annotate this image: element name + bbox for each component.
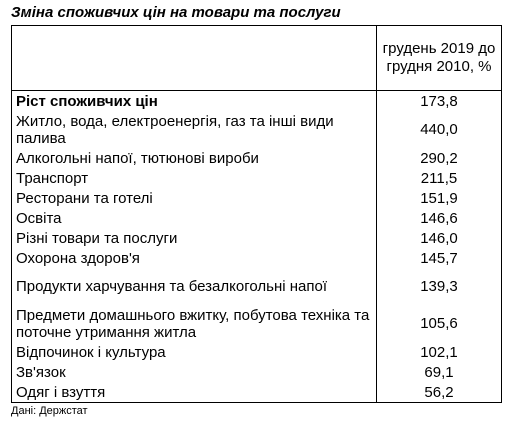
row-value: 69,1	[376, 362, 502, 382]
row-label: Одяг і взуття	[11, 382, 377, 403]
row-label: Продукти харчування та безалкогольні нап…	[11, 268, 377, 305]
table-row: Житло, вода, електроенергія, газ та інші…	[11, 111, 502, 148]
row-label: Транспорт	[11, 168, 377, 188]
row-value: 440,0	[376, 111, 502, 148]
price-change-table: грудень 2019 до грудня 2010, % Ріст спож…	[11, 25, 502, 403]
row-label: Алкогольні напої, тютюнові вироби	[11, 148, 377, 168]
row-value: 102,1	[376, 342, 502, 362]
row-value: 146,0	[376, 228, 502, 248]
row-value: 145,7	[376, 248, 502, 268]
source-note: Дані: Держстат	[11, 405, 88, 417]
row-label: Ріст споживчих цін	[11, 90, 377, 111]
row-label: Зв'язок	[11, 362, 377, 382]
row-value: 211,5	[376, 168, 502, 188]
row-label: Освіта	[11, 208, 377, 228]
table-row: Відпочинок і культура 102,1	[11, 342, 502, 362]
row-value: 139,3	[376, 268, 502, 305]
table-row: Ріст споживчих цін 173,8	[11, 90, 502, 111]
row-value: 105,6	[376, 305, 502, 342]
table-header-row: грудень 2019 до грудня 2010, %	[11, 25, 502, 91]
row-value: 173,8	[376, 90, 502, 111]
header-label	[11, 25, 377, 91]
table-row: Одяг і взуття 56,2	[11, 382, 502, 403]
row-label: Предмети домашнього вжитку, побутова тех…	[11, 305, 377, 342]
row-label: Ресторани та готелі	[11, 188, 377, 208]
table-row: Зв'язок 69,1	[11, 362, 502, 382]
row-label: Різні товари та послуги	[11, 228, 377, 248]
table-row: Охорона здоров'я 145,7	[11, 248, 502, 268]
table-row: Предмети домашнього вжитку, побутова тех…	[11, 305, 502, 342]
row-value: 290,2	[376, 148, 502, 168]
header-value: грудень 2019 до грудня 2010, %	[376, 25, 502, 91]
table-row: Алкогольні напої, тютюнові вироби 290,2	[11, 148, 502, 168]
row-value: 151,9	[376, 188, 502, 208]
row-label: Житло, вода, електроенергія, газ та інші…	[11, 111, 377, 148]
row-value: 56,2	[376, 382, 502, 403]
row-label: Охорона здоров'я	[11, 248, 377, 268]
table-title: Зміна споживчих цін на товари та послуги	[11, 4, 341, 21]
table-row: Транспорт 211,5	[11, 168, 502, 188]
row-label: Відпочинок і культура	[11, 342, 377, 362]
row-value: 146,6	[376, 208, 502, 228]
table-row: Продукти харчування та безалкогольні нап…	[11, 268, 502, 305]
table-row: Ресторани та готелі 151,9	[11, 188, 502, 208]
table-row: Освіта 146,6	[11, 208, 502, 228]
table-row: Різні товари та послуги 146,0	[11, 228, 502, 248]
